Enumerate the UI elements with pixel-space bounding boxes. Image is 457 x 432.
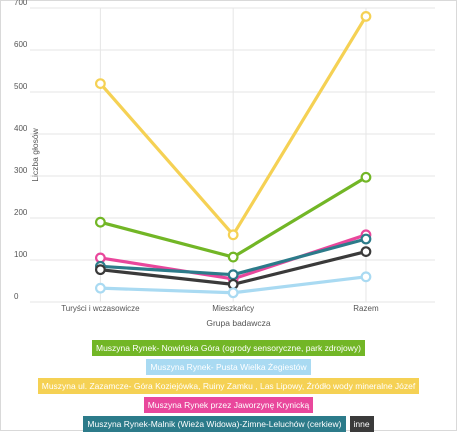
legend-item[interactable]: Muszyna Rynek- Nowińska Góra (ogrody sen… bbox=[91, 340, 365, 356]
legend-row: Muszyna ul. Zazamcze- Góra Koziejówka, R… bbox=[37, 378, 420, 394]
data-point[interactable] bbox=[227, 251, 239, 263]
data-point[interactable] bbox=[360, 233, 372, 245]
y-tick-label: 300 bbox=[14, 166, 28, 175]
legend-row: Muszyna Rynek przez Jaworzynę Krynicką bbox=[143, 397, 314, 413]
y-axis-title: Liczba głosów bbox=[30, 127, 40, 181]
legend-item[interactable]: Muszyna Rynek-Malnik (Wieża Widowa)-Zimn… bbox=[83, 416, 346, 432]
data-point[interactable] bbox=[227, 287, 239, 299]
y-tick-label: 700 bbox=[14, 0, 28, 7]
data-point[interactable] bbox=[94, 78, 106, 89]
data-point[interactable] bbox=[94, 264, 106, 276]
legend-item[interactable]: Muszyna Rynek przez Jaworzynę Krynicką bbox=[143, 397, 314, 413]
data-point[interactable] bbox=[94, 216, 106, 228]
y-tick-label: 600 bbox=[14, 40, 28, 49]
legend-row: Muszyna Rynek- Pusta Wielka Żegiestów bbox=[146, 359, 311, 375]
legend-item[interactable]: Muszyna ul. Zazamcze- Góra Koziejówka, R… bbox=[37, 378, 420, 394]
data-point[interactable] bbox=[360, 171, 372, 183]
line-chart: 0 100 200 300 400 500 600 700 Turyści i wczasowi… bbox=[14, 0, 435, 328]
legend: Muszyna Rynek- Nowińska Góra (ogrody sen… bbox=[0, 340, 457, 432]
y-tick-label: 0 bbox=[14, 292, 19, 301]
legend-item[interactable]: inne bbox=[349, 416, 374, 432]
data-point[interactable] bbox=[360, 10, 372, 22]
x-tick-label: Turyści i wczasowicze bbox=[61, 304, 140, 313]
data-point[interactable] bbox=[94, 282, 106, 294]
data-point[interactable] bbox=[360, 246, 372, 258]
legend-row: Muszyna Rynek- Nowińska Góra (ogrody sen… bbox=[91, 340, 365, 356]
x-axis-title: Grupa badawcza bbox=[206, 318, 271, 328]
y-tick-label: 500 bbox=[14, 82, 28, 91]
legend-row: Muszyna Rynek-Malnik (Wieża Widowa)-Zimn… bbox=[83, 416, 374, 432]
y-tick-label: 100 bbox=[14, 250, 28, 259]
data-point[interactable] bbox=[227, 269, 239, 281]
data-point[interactable] bbox=[227, 229, 239, 241]
y-tick-label: 200 bbox=[14, 208, 28, 217]
data-point[interactable] bbox=[360, 271, 372, 283]
x-tick-label: Razem bbox=[353, 304, 379, 313]
legend-item[interactable]: Muszyna Rynek- Pusta Wielka Żegiestów bbox=[146, 359, 311, 375]
x-tick-label: Mieszkańcy bbox=[212, 304, 254, 313]
y-tick-label: 400 bbox=[14, 124, 28, 133]
